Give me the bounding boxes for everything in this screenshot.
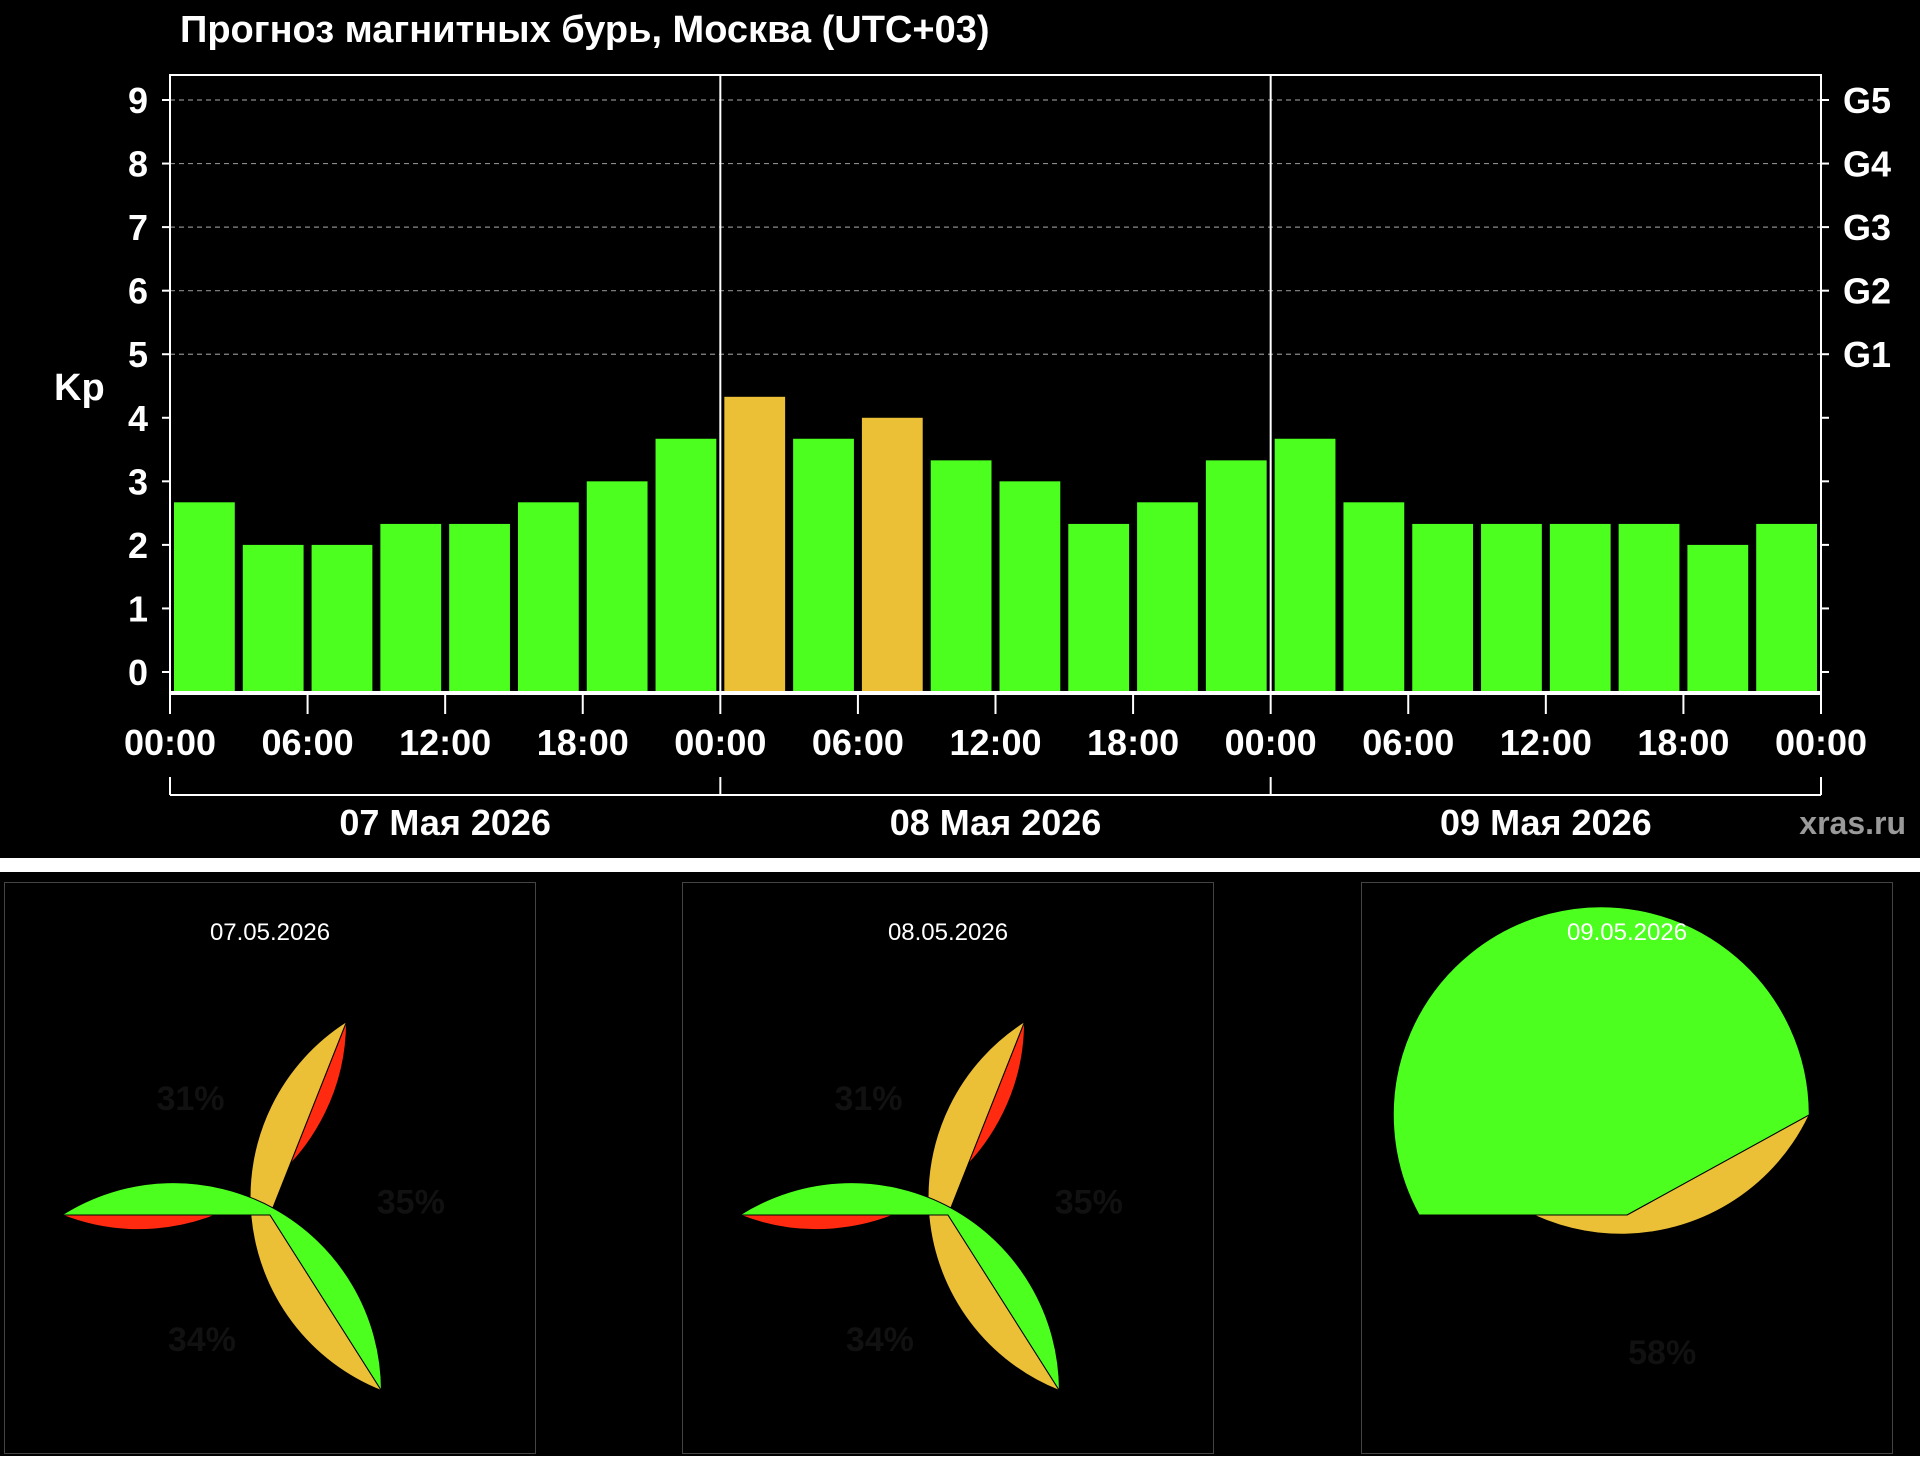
pie-slice-label: 35%	[377, 1184, 445, 1222]
x-tick-label: 06:00	[812, 722, 904, 763]
x-tick-label: 00:00	[1225, 722, 1317, 763]
kp-bar	[1137, 502, 1198, 691]
pie-slice-label: 31%	[834, 1080, 902, 1118]
kp-bar-chart: Прогноз магнитных бурь, Москва (UTC+03) …	[54, 9, 1906, 843]
x-tick-label: 12:00	[399, 722, 491, 763]
pie-chart: 31% 35% 34%	[60, 1020, 445, 1393]
kp-bar	[1756, 523, 1817, 691]
pie-chart: 7%35%58%	[1392, 906, 1811, 1372]
kp-forecast-panel: Прогноз магнитных бурь, Москва (UTC+03) …	[0, 0, 1920, 858]
daily-probability-panel: 07.05.2026 31% 35% 34% 08.05.2026 31% 35% 34…	[0, 872, 1920, 1456]
x-tick-label: 00:00	[1775, 722, 1867, 763]
pie-slice-green	[60, 1182, 382, 1393]
pie-slice-label: 58%	[1628, 1334, 1696, 1372]
kp-bar	[311, 544, 373, 691]
kp-bar	[861, 417, 923, 691]
pie-slice-yellow	[249, 1020, 383, 1392]
kp-bar	[724, 396, 786, 691]
kp-bar	[1068, 523, 1130, 691]
pie-slice-label: 35%	[1055, 1184, 1123, 1222]
y-tick-label: 2	[128, 525, 148, 566]
x-tick-label: 06:00	[262, 722, 354, 763]
x-tick-label: 00:00	[674, 722, 766, 763]
y-axis-label: Kp	[54, 367, 105, 409]
kp-bar	[655, 438, 717, 691]
y-tick-label: 7	[128, 207, 148, 248]
pie-title: 09.05.2026	[1566, 919, 1688, 946]
pie-title: 07.05.2026	[209, 919, 331, 946]
pie-slice-green	[738, 1182, 1060, 1393]
g-level-label: G1	[1843, 334, 1891, 375]
pie-slice-label: 34%	[168, 1321, 236, 1359]
kp-bar	[1343, 502, 1405, 691]
kp-bar	[930, 460, 992, 691]
pie-card-day3: 09.05.2026 7%35%58%	[1361, 882, 1893, 1454]
pie-card-day2: 08.05.2026 31% 35% 34%	[682, 882, 1214, 1454]
g-level-label: G4	[1843, 144, 1891, 185]
kp-bar	[174, 502, 235, 691]
pie-title: 08.05.2026	[887, 919, 1009, 946]
y-tick-label: 0	[128, 652, 148, 693]
x-tick-label: 18:00	[537, 722, 629, 763]
kp-bar	[999, 481, 1061, 691]
day-label: 08 Мая 2026	[890, 802, 1102, 843]
x-tick-label: 12:00	[1500, 722, 1592, 763]
kp-bar	[1412, 523, 1474, 691]
day-label: 09 Мая 2026	[1440, 802, 1652, 843]
pie-card-day1: 07.05.2026 31% 35% 34%	[4, 882, 536, 1454]
kp-bar	[1274, 438, 1336, 691]
pie-slice-green	[1392, 906, 1810, 1216]
kp-bar	[1549, 523, 1611, 691]
y-tick-label: 4	[128, 398, 148, 439]
chart-title: Прогноз магнитных бурь, Москва (UTC+03)	[180, 9, 990, 51]
kp-bar	[1481, 523, 1542, 691]
y-tick-label: 9	[128, 80, 148, 121]
x-tick-label: 06:00	[1362, 722, 1454, 763]
x-tick-label: 18:00	[1637, 722, 1729, 763]
x-tick-label: 00:00	[124, 722, 216, 763]
y-tick-label: 3	[128, 461, 148, 502]
kp-bar	[586, 481, 648, 691]
kp-bar	[1618, 523, 1680, 691]
y-tick-label: 6	[128, 271, 148, 312]
x-tick-label: 18:00	[1087, 722, 1179, 763]
x-tick-label: 12:00	[949, 722, 1041, 763]
watermark: xras.ru	[1799, 805, 1906, 841]
kp-bar	[1205, 460, 1267, 691]
pie-chart: 31% 35% 34%	[738, 1020, 1123, 1393]
kp-bar	[449, 523, 510, 691]
y-tick-label: 5	[128, 334, 148, 375]
g-level-label: G2	[1843, 271, 1891, 312]
pie-slice-label: 31%	[156, 1080, 224, 1118]
kp-bar	[517, 502, 579, 691]
kp-bar	[380, 523, 442, 691]
kp-bar	[242, 544, 304, 691]
day-label: 07 Мая 2026	[339, 802, 551, 843]
kp-bar	[1687, 544, 1749, 691]
y-tick-label: 1	[128, 588, 148, 629]
g-level-label: G5	[1843, 80, 1891, 121]
y-tick-label: 8	[128, 144, 148, 185]
kp-bar	[793, 438, 854, 691]
pie-slice-yellow	[927, 1020, 1061, 1392]
pie-slice-label: 34%	[846, 1321, 914, 1359]
g-level-label: G3	[1843, 207, 1891, 248]
